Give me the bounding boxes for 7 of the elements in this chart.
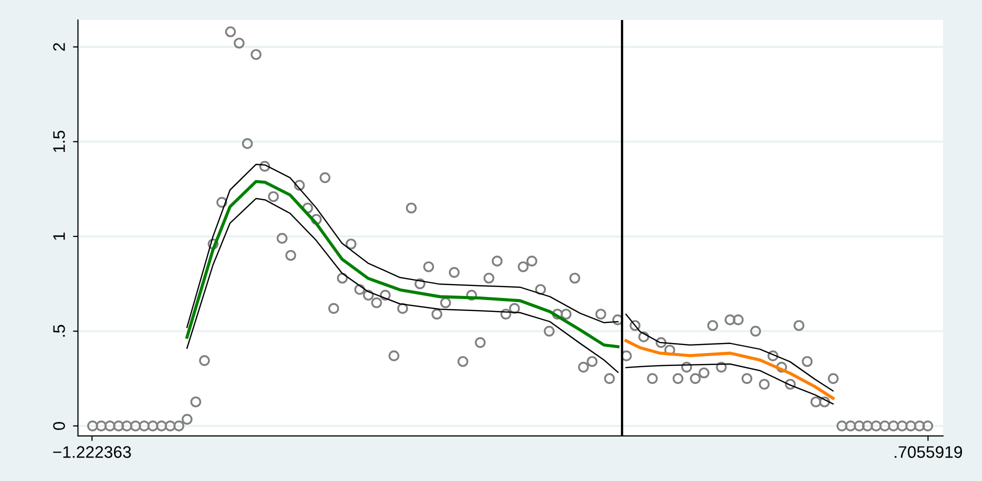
x-tick-label: .7055919: [894, 446, 962, 458]
y-tick-label: 0: [53, 422, 65, 430]
x-tick-label: −1.222363: [53, 446, 131, 458]
y-tick-label: 2: [53, 43, 65, 51]
y-tick-label: .5: [53, 324, 65, 337]
y-tick-label: 1.5: [53, 130, 65, 152]
y-tick-label: 1: [53, 232, 65, 240]
